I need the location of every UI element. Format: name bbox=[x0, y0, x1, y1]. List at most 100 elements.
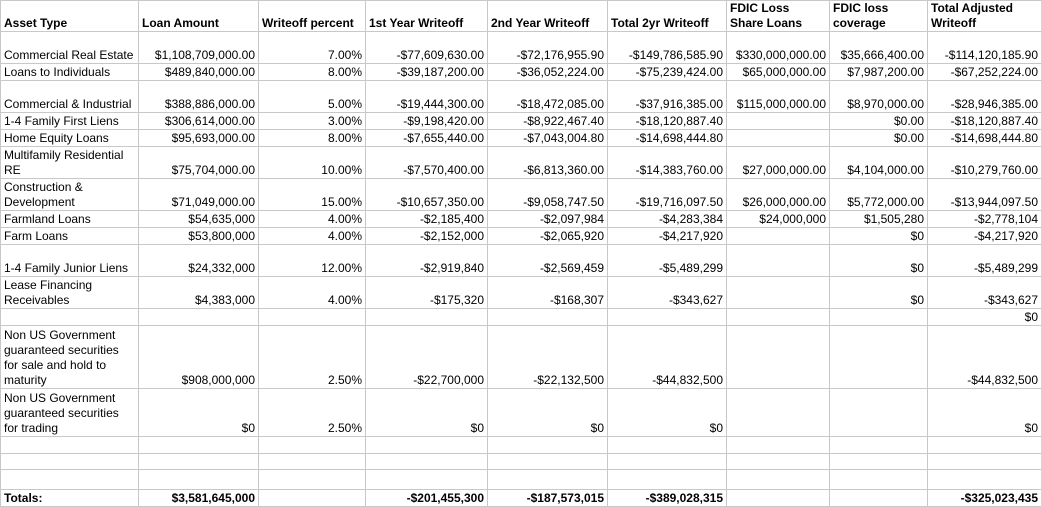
total-value-cell[interactable]: -$389,028,315 bbox=[608, 490, 727, 507]
value-cell[interactable] bbox=[488, 437, 608, 454]
asset-type-cell[interactable] bbox=[1, 454, 139, 470]
value-cell[interactable]: -$2,778,104 bbox=[928, 211, 1041, 228]
value-cell[interactable] bbox=[259, 309, 366, 326]
value-cell[interactable]: $0 bbox=[928, 389, 1041, 437]
value-cell[interactable] bbox=[830, 389, 928, 437]
value-cell[interactable]: -$10,279,760.00 bbox=[928, 147, 1041, 179]
column-header[interactable]: 1st Year Writeoff bbox=[366, 1, 488, 32]
value-cell[interactable] bbox=[139, 454, 259, 470]
value-cell[interactable]: -$19,716,097.50 bbox=[608, 179, 727, 211]
value-cell[interactable]: -$14,698,444.80 bbox=[608, 130, 727, 147]
value-cell[interactable]: -$13,944,097.50 bbox=[928, 179, 1041, 211]
value-cell[interactable] bbox=[727, 309, 830, 326]
value-cell[interactable]: $1,108,709,000.00 bbox=[139, 32, 259, 64]
value-cell[interactable]: $0.00 bbox=[830, 113, 928, 130]
value-cell[interactable] bbox=[727, 437, 830, 454]
value-cell[interactable]: -$2,152,000 bbox=[366, 228, 488, 245]
value-cell[interactable]: -$19,444,300.00 bbox=[366, 81, 488, 113]
column-header[interactable]: FDIC Loss Share Loans bbox=[727, 1, 830, 32]
value-cell[interactable]: -$36,052,224.00 bbox=[488, 64, 608, 81]
value-cell[interactable] bbox=[928, 470, 1041, 490]
total-value-cell[interactable]: -$187,573,015 bbox=[488, 490, 608, 507]
value-cell[interactable]: $0 bbox=[366, 389, 488, 437]
value-cell[interactable] bbox=[488, 470, 608, 490]
column-header[interactable]: 2nd Year Writeoff bbox=[488, 1, 608, 32]
value-cell[interactable] bbox=[259, 437, 366, 454]
value-cell[interactable]: $95,693,000.00 bbox=[139, 130, 259, 147]
value-cell[interactable]: $0 bbox=[488, 389, 608, 437]
value-cell[interactable]: -$37,916,385.00 bbox=[608, 81, 727, 113]
value-cell[interactable]: $388,886,000.00 bbox=[139, 81, 259, 113]
column-header[interactable]: Total 2yr Writeoff bbox=[608, 1, 727, 32]
value-cell[interactable]: -$77,609,630.00 bbox=[366, 32, 488, 64]
totals-label[interactable]: Totals: bbox=[1, 490, 139, 507]
value-cell[interactable]: 12.00% bbox=[259, 245, 366, 277]
value-cell[interactable]: -$7,655,440.00 bbox=[366, 130, 488, 147]
value-cell[interactable]: $24,000,000 bbox=[727, 211, 830, 228]
value-cell[interactable]: -$10,657,350.00 bbox=[366, 179, 488, 211]
value-cell[interactable] bbox=[928, 454, 1041, 470]
value-cell[interactable]: $75,704,000.00 bbox=[139, 147, 259, 179]
asset-type-cell[interactable]: Lease Financing Receivables bbox=[1, 277, 139, 309]
value-cell[interactable]: -$44,832,500 bbox=[608, 326, 727, 389]
asset-type-cell[interactable]: Construction & Development bbox=[1, 179, 139, 211]
value-cell[interactable]: -$8,922,467.40 bbox=[488, 113, 608, 130]
value-cell[interactable] bbox=[928, 437, 1041, 454]
value-cell[interactable]: 8.00% bbox=[259, 130, 366, 147]
value-cell[interactable]: 4.00% bbox=[259, 211, 366, 228]
value-cell[interactable]: 4.00% bbox=[259, 228, 366, 245]
value-cell[interactable]: -$18,120,887.40 bbox=[928, 113, 1041, 130]
value-cell[interactable]: $330,000,000.00 bbox=[727, 32, 830, 64]
value-cell[interactable]: $4,383,000 bbox=[139, 277, 259, 309]
value-cell[interactable]: -$44,832,500 bbox=[928, 326, 1041, 389]
value-cell[interactable] bbox=[830, 437, 928, 454]
value-cell[interactable]: -$28,946,385.00 bbox=[928, 81, 1041, 113]
value-cell[interactable] bbox=[830, 309, 928, 326]
value-cell[interactable]: -$67,252,224.00 bbox=[928, 64, 1041, 81]
value-cell[interactable]: $7,987,200.00 bbox=[830, 64, 928, 81]
value-cell[interactable] bbox=[830, 454, 928, 470]
value-cell[interactable] bbox=[608, 454, 727, 470]
value-cell[interactable]: -$22,132,500 bbox=[488, 326, 608, 389]
value-cell[interactable] bbox=[727, 113, 830, 130]
asset-type-cell[interactable]: Farmland Loans bbox=[1, 211, 139, 228]
asset-type-cell[interactable]: Commercial Real Estate bbox=[1, 32, 139, 64]
value-cell[interactable]: $27,000,000.00 bbox=[727, 147, 830, 179]
value-cell[interactable]: -$343,627 bbox=[928, 277, 1041, 309]
value-cell[interactable]: -$4,283,384 bbox=[608, 211, 727, 228]
value-cell[interactable] bbox=[727, 454, 830, 470]
value-cell[interactable]: $0 bbox=[139, 389, 259, 437]
value-cell[interactable]: -$175,320 bbox=[366, 277, 488, 309]
value-cell[interactable] bbox=[259, 454, 366, 470]
value-cell[interactable] bbox=[259, 470, 366, 490]
value-cell[interactable]: $53,800,000 bbox=[139, 228, 259, 245]
asset-type-cell[interactable]: Non US Government guaranteed securities … bbox=[1, 389, 139, 437]
value-cell[interactable]: -$2,065,920 bbox=[488, 228, 608, 245]
value-cell[interactable] bbox=[727, 470, 830, 490]
value-cell[interactable] bbox=[727, 245, 830, 277]
value-cell[interactable]: $5,772,000.00 bbox=[830, 179, 928, 211]
column-header[interactable]: Total Adjusted Writeoff bbox=[928, 1, 1041, 32]
value-cell[interactable]: -$2,569,459 bbox=[488, 245, 608, 277]
value-cell[interactable] bbox=[830, 326, 928, 389]
value-cell[interactable]: $35,666,400.00 bbox=[830, 32, 928, 64]
value-cell[interactable]: $306,614,000.00 bbox=[139, 113, 259, 130]
column-header[interactable]: Writeoff percent bbox=[259, 1, 366, 32]
value-cell[interactable]: -$6,813,360.00 bbox=[488, 147, 608, 179]
value-cell[interactable]: -$2,097,984 bbox=[488, 211, 608, 228]
value-cell[interactable]: $489,840,000.00 bbox=[139, 64, 259, 81]
asset-type-cell[interactable] bbox=[1, 309, 139, 326]
value-cell[interactable]: $0.00 bbox=[830, 130, 928, 147]
asset-type-cell[interactable]: 1-4 Family Junior Liens bbox=[1, 245, 139, 277]
value-cell[interactable] bbox=[608, 470, 727, 490]
value-cell[interactable]: -$5,489,299 bbox=[608, 245, 727, 277]
value-cell[interactable]: $908,000,000 bbox=[139, 326, 259, 389]
value-cell[interactable]: -$72,176,955.90 bbox=[488, 32, 608, 64]
total-value-cell[interactable] bbox=[259, 490, 366, 507]
value-cell[interactable]: $0 bbox=[830, 228, 928, 245]
value-cell[interactable]: 10.00% bbox=[259, 147, 366, 179]
total-value-cell[interactable] bbox=[830, 490, 928, 507]
asset-type-cell[interactable] bbox=[1, 470, 139, 490]
value-cell[interactable]: $8,970,000.00 bbox=[830, 81, 928, 113]
value-cell[interactable] bbox=[488, 454, 608, 470]
